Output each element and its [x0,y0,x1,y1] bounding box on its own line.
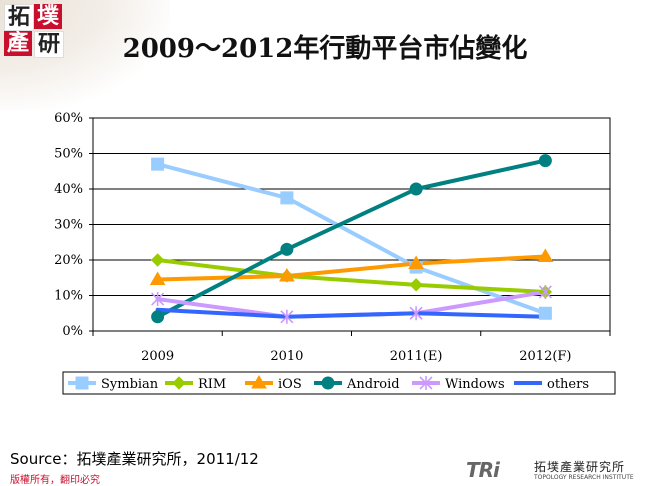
data-point-android [151,310,165,324]
x-tick-label: 2012(F) [519,349,571,364]
series-line-android [155,158,548,319]
y-tick-label: 60% [54,111,83,126]
legend-label-android: Android [346,377,400,392]
legend-marker-symbian [75,376,89,390]
y-tick-label: 20% [54,253,83,268]
x-tick-label: 2011(E) [390,349,443,364]
legend-label-windows: Windows [445,377,505,392]
legend-marker-rim [172,376,186,390]
source-note: Source：拓墣產業研究所，2011/12 [10,450,259,468]
legend-marker-ios [251,375,267,389]
copyright-note: 版權所有，翻印必究 [10,475,100,486]
series-line-others [155,307,548,319]
data-point-android [538,154,552,168]
logo-glyph: 拓 [4,4,34,31]
logo-glyph: 墣 [34,4,62,29]
logo-glyph: 產 [4,31,32,56]
y-tick-label: 10% [54,289,83,304]
data-point-windows [280,309,294,324]
legend-marker-android [321,376,335,390]
data-point-ios [537,248,554,262]
tri-name-english: TOPOLOGY RESEARCH INSTITUTE [534,474,634,481]
legend-marker-windows [419,376,433,390]
data-point-symbian [280,191,294,205]
data-point-ios [279,267,295,282]
data-point-windows [538,284,552,299]
tri-mark: TRi [466,458,500,482]
x-tick-label: 2010 [270,349,303,364]
y-tick-label: 50% [54,147,83,162]
y-tick-label: 40% [54,182,83,197]
x-tick-label: 2009 [141,349,174,364]
brand-logo: 拓 墣 產 研 [4,4,64,58]
legend-label-others: others [547,377,589,392]
y-tick-label: 0% [62,324,83,339]
data-point-windows [409,306,423,321]
data-point-ios [149,271,166,286]
series-line-ios [155,254,548,282]
data-point-ios [408,255,424,270]
tri-name-chinese: 拓墣產業研究所 [534,460,626,474]
data-point-rim [150,253,165,267]
data-point-symbian [151,157,165,171]
tri-logo: TRi 拓墣產業研究所 TOPOLOGY RESEARCH INSTITUTE [466,458,646,484]
data-point-android [409,182,423,196]
series-line-rim [155,258,548,294]
legend-label-ios: iOS [278,377,302,392]
data-point-symbian [538,306,552,320]
data-point-windows [151,292,165,307]
page-title: 2009～2012年行動平台市佔變化 [122,34,528,64]
legend-label-rim: RIM [198,377,226,392]
logo-glyph: 研 [34,31,64,58]
legend-label-symbian: Symbian [101,377,159,392]
data-point-rim [409,278,423,292]
line-chart: 0% 10% 20% 30% 40% 50% 60% 2009 2010 2011(E) 2012(… [54,111,616,395]
y-tick-label: 30% [54,218,83,233]
data-point-android [280,242,294,256]
